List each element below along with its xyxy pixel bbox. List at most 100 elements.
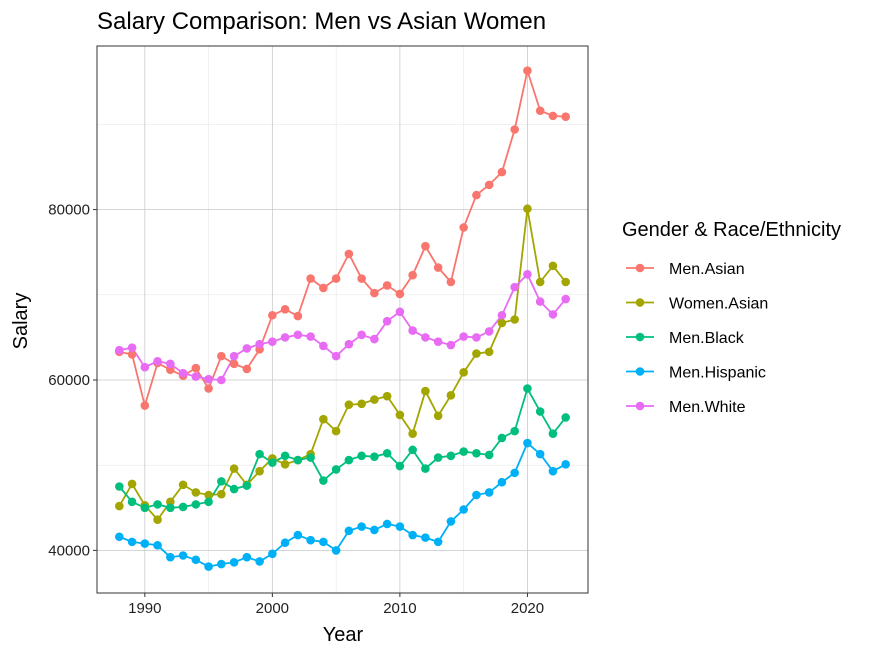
data-point-men-asian (217, 351, 226, 361)
data-point-women-asian (408, 429, 417, 438)
series-line-men-black (118, 386, 567, 509)
data-point-men-asian (268, 310, 277, 320)
data-point-men-hispanic (523, 438, 532, 448)
data-point-men-white (408, 326, 417, 335)
data-point-men-hispanic (115, 532, 124, 542)
data-point-men-black (127, 497, 137, 507)
data-point-men-hispanic (280, 538, 290, 548)
data-point-men-hispanic (166, 552, 175, 562)
data-point-men-hispanic (242, 552, 252, 562)
data-point-men-white (217, 375, 226, 385)
data-point-men-hispanic (535, 449, 545, 459)
data-point-men-black (433, 453, 443, 462)
data-point-men-hispanic (421, 533, 430, 542)
data-point-men-asian (382, 281, 392, 290)
x-axis: 1990 2000 2010 2020 (128, 593, 544, 617)
data-point-women-asian (153, 515, 162, 525)
data-point-women-asian (178, 480, 188, 490)
legend-key-point (635, 401, 645, 411)
legend-key-point (635, 263, 645, 273)
y-axis: 40000 60000 80000 (48, 202, 97, 559)
data-point-men-black (484, 450, 494, 460)
data-point-men-asian (497, 167, 507, 177)
data-point-men-black (408, 445, 417, 455)
data-point-men-white (472, 333, 481, 342)
data-point-men-white (319, 341, 328, 351)
data-point-women-asian (127, 479, 137, 489)
series-line-men-asian (119, 67, 566, 409)
data-point-men-black (115, 482, 124, 491)
y-tick-label: 80000 (48, 202, 90, 219)
x-tick-label: 2010 (383, 600, 416, 617)
data-point-men-hispanic (268, 549, 277, 559)
data-point-women-asian (484, 347, 494, 357)
data-point-men-asian (472, 190, 481, 200)
data-point-men-black (382, 448, 392, 458)
data-point-men-white (433, 337, 443, 346)
data-point-men-hispanic (229, 558, 239, 567)
data-point-men-black (268, 458, 277, 467)
data-point-men-black (421, 464, 430, 473)
data-point-men-white (382, 316, 392, 326)
x-tick-label: 1990 (128, 600, 161, 617)
legend-item-men-hispanic: Men.Hispanic (626, 365, 766, 382)
data-point-men-hispanic (497, 477, 507, 487)
data-point-men-asian (510, 125, 519, 134)
data-point-men-asian (548, 111, 558, 121)
data-point-men-asian (523, 66, 532, 76)
data-point-men-white (268, 337, 277, 346)
data-point-men-asian (357, 274, 366, 283)
data-point-men-white (166, 359, 175, 369)
data-point-men-black (255, 449, 264, 459)
data-point-women-asian (523, 204, 532, 214)
data-point-men-black (497, 433, 507, 443)
data-point-men-white (204, 374, 213, 384)
data-point-women-asian (166, 497, 175, 507)
data-point-men-black (280, 451, 290, 461)
data-point-men-black (140, 503, 150, 513)
data-point-women-asian (421, 386, 430, 396)
data-point-men-asian (242, 364, 252, 374)
data-point-men-white (484, 327, 494, 336)
data-point-women-asian (255, 466, 264, 476)
data-point-men-black (344, 455, 354, 465)
x-tick-label: 2020 (511, 600, 544, 617)
data-point-women-asian (433, 411, 443, 421)
legend-label: Men.Black (669, 330, 745, 347)
data-point-men-asian (280, 304, 290, 314)
data-point-women-asian (204, 490, 213, 500)
data-point-women-asian (357, 399, 366, 409)
data-point-men-asian (421, 241, 430, 251)
data-point-men-white (548, 310, 558, 319)
data-point-men-black (319, 476, 328, 485)
data-point-men-asian (331, 274, 341, 283)
y-tick-label: 40000 (48, 542, 90, 559)
data-point-men-asian (561, 112, 570, 122)
data-point-men-black (204, 497, 213, 507)
data-point-men-asian (408, 270, 417, 280)
data-point-men-hispanic (153, 540, 162, 550)
data-point-men-hispanic (561, 460, 570, 469)
data-point-men-black (166, 503, 175, 513)
series-line-women-asian (118, 208, 567, 522)
data-point-men-asian (140, 401, 150, 410)
data-point-women-asian (561, 277, 570, 287)
data-point-men-white (255, 339, 264, 349)
data-point-men-asian (433, 263, 443, 272)
data-point-men-asian (446, 277, 456, 287)
legend-label: Men.Hispanic (669, 365, 766, 382)
data-point-men-black (395, 461, 405, 471)
data-point-men-hispanic (306, 535, 315, 545)
data-point-men-white (357, 330, 366, 340)
data-point-men-asian (484, 180, 494, 190)
data-point-men-black (459, 447, 468, 456)
data-point-men-hispanic (548, 466, 558, 476)
data-point-women-asian (280, 460, 290, 469)
legend-key-point (635, 367, 645, 376)
x-axis-title: Year (323, 624, 364, 646)
data-point-men-black (472, 448, 481, 458)
data-point-men-white (280, 333, 290, 342)
data-point-men-hispanic (217, 559, 226, 569)
legend-label: Men.White (669, 399, 746, 416)
